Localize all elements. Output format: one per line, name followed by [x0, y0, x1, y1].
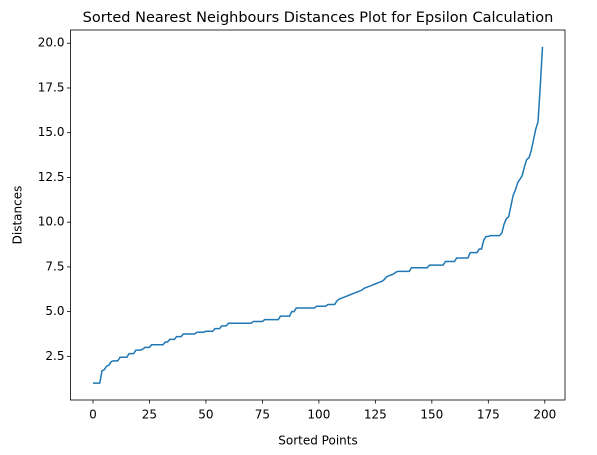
x-tick-label: 200: [533, 408, 556, 422]
data-line: [92, 46, 544, 384]
x-tick-label: 175: [477, 408, 500, 422]
x-tick-label: 75: [255, 408, 270, 422]
y-tick-label: 2.5: [45, 349, 64, 363]
y-tick-label: 12.5: [38, 170, 65, 184]
x-tick-label: 0: [89, 408, 97, 422]
x-tick-label: 100: [307, 408, 330, 422]
y-tick-label: 7.5: [45, 259, 64, 273]
plot-frame: [70, 29, 566, 401]
y-tick-label: 17.5: [38, 80, 65, 94]
x-tick-label: 25: [142, 408, 157, 422]
y-axis-label: Distances: [11, 186, 25, 245]
y-tick-label: 5.0: [45, 304, 64, 318]
x-tick-label: 125: [364, 408, 387, 422]
chart-title: Sorted Nearest Neighbours Distances Plot…: [83, 10, 554, 26]
x-tick-label: 150: [420, 408, 443, 422]
y-tick-label: 10.0: [38, 215, 65, 229]
y-tick-label: 15.0: [38, 125, 65, 139]
x-axis-label: Sorted Points: [278, 434, 357, 448]
x-tick-label: 50: [198, 408, 213, 422]
y-tick-label: 20.0: [38, 36, 65, 50]
